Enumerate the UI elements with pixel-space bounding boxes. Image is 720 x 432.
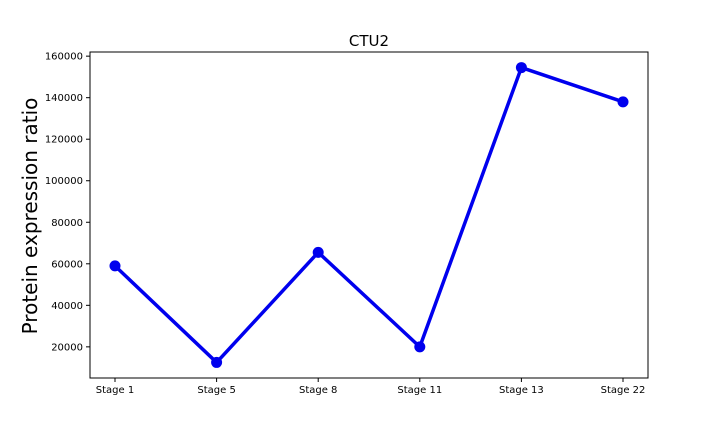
y-tick-label: 20000 <box>51 342 83 353</box>
x-tick-label: Stage 5 <box>197 385 235 396</box>
data-point <box>312 246 324 258</box>
y-tick-label: 60000 <box>51 259 83 270</box>
x-tick-label: Stage 22 <box>601 385 646 396</box>
data-point <box>414 341 426 353</box>
series-group <box>109 62 629 368</box>
data-point <box>617 96 629 108</box>
x-axis: Stage 1 Stage 5 Stage 8 Stage 11 Stage 13 Sta… <box>96 378 646 396</box>
series-line <box>113 65 624 365</box>
x-tick-label: Stage 13 <box>499 385 544 396</box>
y-tick-label: 40000 <box>51 301 83 312</box>
y-tick-label: 160000 <box>45 52 83 63</box>
y-axis-label: Protein expression ratio <box>18 98 42 335</box>
data-point <box>515 62 527 74</box>
chart-title: CTU2 <box>349 32 389 50</box>
y-tick-label: 120000 <box>45 135 83 146</box>
y-axis: 20000 40000 60000 80000 100000 120000 140000 16… <box>45 52 90 353</box>
data-point <box>109 260 121 272</box>
x-tick-label: Stage 8 <box>299 385 337 396</box>
y-tick-label: 80000 <box>51 218 83 229</box>
data-point <box>211 356 223 368</box>
x-tick-label: Stage 1 <box>96 385 134 396</box>
y-tick-label: 140000 <box>45 93 83 104</box>
x-tick-label: Stage 11 <box>397 385 442 396</box>
plot-area <box>89 51 649 379</box>
y-tick-label: 100000 <box>45 176 83 187</box>
